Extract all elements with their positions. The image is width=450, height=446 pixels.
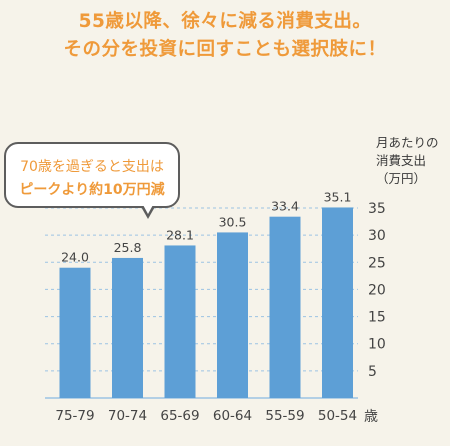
x-tick-label: 55-59 (265, 408, 304, 424)
bar-value-label: 33.4 (271, 199, 299, 214)
y-axis-title-line-1: 月あたりの (376, 135, 439, 150)
x-tick-label: 60-64 (213, 408, 252, 424)
y-tick-label: 35 (368, 201, 386, 217)
y-axis-title-line-3: （万円） (376, 171, 427, 186)
y-axis-title: 月あたりの 消費支出 （万円） (376, 134, 450, 188)
bar-value-label: 25.8 (114, 240, 142, 255)
x-tick-label: 65-69 (160, 408, 199, 424)
y-tick-label: 25 (368, 255, 386, 271)
bar (164, 245, 196, 398)
headline-line-1: 55歳以降、徐々に減る消費支出。 (78, 11, 372, 32)
x-tick-label: 70-74 (108, 408, 147, 424)
callout-text-line-1: 70歳を過ぎると支出は (20, 159, 164, 175)
y-axis-title-line-2: 消費支出 (376, 153, 427, 168)
y-tick-label: 5 (368, 364, 377, 380)
y-tick-label: 15 (368, 310, 386, 326)
bar-value-label: 35.1 (324, 189, 352, 204)
bar (322, 207, 353, 398)
x-tick-label: 50-54 (318, 408, 357, 424)
y-tick-label: 30 (368, 228, 386, 244)
callout-bubble: 70歳を過ぎると支出は ピークより約10万円減 (4, 142, 180, 208)
callout-tail-fill (142, 203, 154, 214)
y-tick-label: 10 (368, 337, 386, 353)
y-tick-label: 20 (368, 282, 386, 298)
x-tick-label: 75-79 (55, 408, 94, 424)
callout-text-line-2: ピークより約10万円減 (19, 182, 165, 198)
bar (112, 257, 143, 398)
bar (59, 267, 91, 398)
bar-value-label: 24.0 (61, 250, 89, 265)
bar (217, 232, 248, 398)
bar (269, 216, 301, 398)
x-axis-unit: 歳 (364, 409, 378, 425)
bar-value-label: 28.1 (166, 227, 194, 242)
bar-value-label: 30.5 (219, 214, 247, 229)
headline-line-2: その分を投資に回すことも選択肢に！ (63, 39, 387, 60)
